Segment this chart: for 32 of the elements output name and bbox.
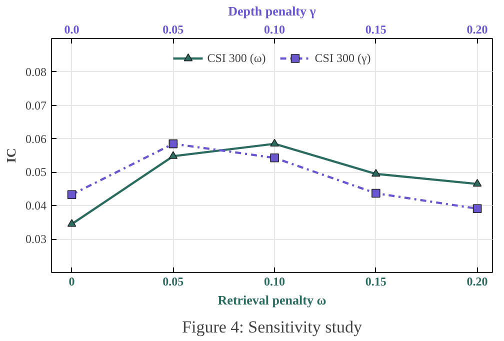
point [270,153,279,162]
x-tick-label: 0.05 [162,274,184,288]
y-tick-label: 0.05 [26,165,46,180]
y-axis-title: IC [4,148,18,163]
x2-tick-label: 0.20 [466,22,488,36]
y-tick-label: 0.06 [26,132,46,146]
point [67,219,76,227]
point [472,178,482,187]
point [168,151,178,159]
caption: Figure 4: Sensitivity study [182,318,362,336]
point [372,188,380,198]
point [372,168,380,177]
y-tick-label: 0.03 [26,232,46,246]
point [270,138,279,147]
x-tick-label: 0.20 [466,274,488,288]
x-tick-label: 0.15 [365,274,386,288]
x2-tick-label: 0.15 [365,22,386,36]
x-tick-label: 0.10 [264,274,286,288]
legend-label: CSI 300 (γ) [314,50,371,66]
point [67,190,76,200]
y-tick-label: 0.04 [26,198,46,213]
x2-tick-label: 0.05 [162,22,184,36]
x2-tick-label: 0.0 [64,22,80,36]
x-axis-title: Retrieval penalty ω [218,292,326,308]
y-tick-label: 0.08 [26,64,46,79]
x2-axis-title: Depth penalty γ [228,4,316,18]
legend-label: CSI 300 (ω) [207,50,266,66]
point [472,204,482,214]
x-tick-label: 0 [68,274,75,288]
x2-tick-label: 0.10 [264,22,286,36]
point [168,139,178,148]
y-tick-label: 0.07 [26,98,46,112]
